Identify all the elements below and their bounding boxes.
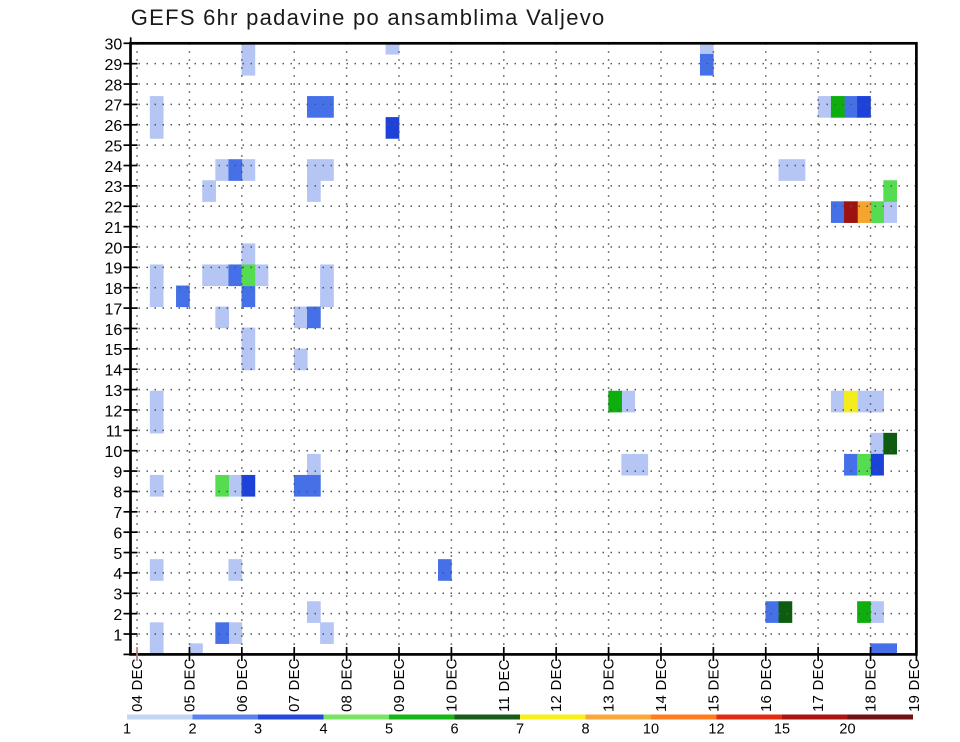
svg-text:19 DEC: 19 DEC bbox=[906, 658, 923, 712]
svg-text:2: 2 bbox=[113, 607, 122, 624]
svg-text:06 DEC: 06 DEC bbox=[234, 658, 251, 712]
svg-text:30: 30 bbox=[105, 37, 123, 54]
svg-text:13 DEC: 13 DEC bbox=[601, 658, 618, 712]
svg-text:4: 4 bbox=[113, 566, 122, 583]
svg-text:15: 15 bbox=[774, 722, 790, 738]
svg-text:08 DEC: 08 DEC bbox=[339, 658, 356, 712]
svg-text:5: 5 bbox=[385, 722, 393, 738]
svg-text:15: 15 bbox=[105, 342, 123, 359]
svg-text:13: 13 bbox=[105, 383, 123, 400]
svg-text:26: 26 bbox=[105, 118, 123, 135]
svg-text:6: 6 bbox=[450, 722, 458, 738]
svg-text:16 DEC: 16 DEC bbox=[758, 658, 775, 712]
svg-text:17 DEC: 17 DEC bbox=[810, 658, 827, 712]
svg-text:10 DEC: 10 DEC bbox=[443, 658, 460, 712]
svg-text:18 DEC: 18 DEC bbox=[863, 658, 880, 712]
svg-text:12: 12 bbox=[708, 722, 724, 738]
svg-text:25: 25 bbox=[105, 138, 123, 155]
svg-text:10: 10 bbox=[643, 722, 659, 738]
svg-text:4: 4 bbox=[319, 722, 327, 738]
svg-text:11 DEC: 11 DEC bbox=[496, 659, 513, 712]
svg-text:14 DEC: 14 DEC bbox=[653, 658, 670, 712]
svg-text:20: 20 bbox=[105, 240, 123, 257]
svg-text:1: 1 bbox=[123, 722, 131, 738]
svg-text:05 DEC: 05 DEC bbox=[181, 658, 198, 712]
svg-text:1: 1 bbox=[113, 627, 122, 644]
svg-text:14: 14 bbox=[105, 363, 123, 380]
svg-text:07 DEC: 07 DEC bbox=[286, 658, 303, 712]
svg-text:GEFS 6hr padavine po ansamblim: GEFS 6hr padavine po ansamblima Valjevo bbox=[131, 5, 606, 30]
svg-text:2: 2 bbox=[188, 722, 196, 738]
svg-text:3: 3 bbox=[254, 722, 262, 738]
svg-text:11: 11 bbox=[106, 424, 123, 441]
svg-text:28: 28 bbox=[105, 77, 123, 94]
svg-text:15 DEC: 15 DEC bbox=[705, 658, 722, 712]
svg-text:29: 29 bbox=[105, 57, 123, 74]
svg-text:24: 24 bbox=[105, 159, 123, 176]
svg-text:04 DEC: 04 DEC bbox=[129, 658, 146, 712]
svg-text:10: 10 bbox=[105, 444, 123, 461]
svg-text:22: 22 bbox=[105, 200, 123, 217]
svg-text:19: 19 bbox=[105, 261, 123, 278]
svg-text:09 DEC: 09 DEC bbox=[391, 658, 408, 712]
svg-text:12: 12 bbox=[105, 403, 123, 420]
svg-text:12 DEC: 12 DEC bbox=[548, 658, 565, 712]
svg-text:23: 23 bbox=[105, 179, 123, 196]
svg-text:9: 9 bbox=[113, 464, 122, 481]
svg-text:6: 6 bbox=[113, 525, 122, 542]
svg-text:27: 27 bbox=[105, 98, 123, 115]
svg-text:7: 7 bbox=[113, 505, 122, 522]
svg-text:8: 8 bbox=[113, 485, 122, 502]
svg-text:18: 18 bbox=[105, 281, 123, 298]
svg-text:21: 21 bbox=[105, 220, 123, 237]
svg-text:3: 3 bbox=[113, 587, 122, 604]
svg-text:16: 16 bbox=[105, 322, 123, 339]
svg-text:7: 7 bbox=[516, 722, 524, 738]
svg-text:20: 20 bbox=[839, 722, 855, 738]
svg-text:17: 17 bbox=[105, 301, 123, 318]
svg-text:5: 5 bbox=[113, 546, 122, 563]
svg-text:8: 8 bbox=[581, 722, 589, 738]
